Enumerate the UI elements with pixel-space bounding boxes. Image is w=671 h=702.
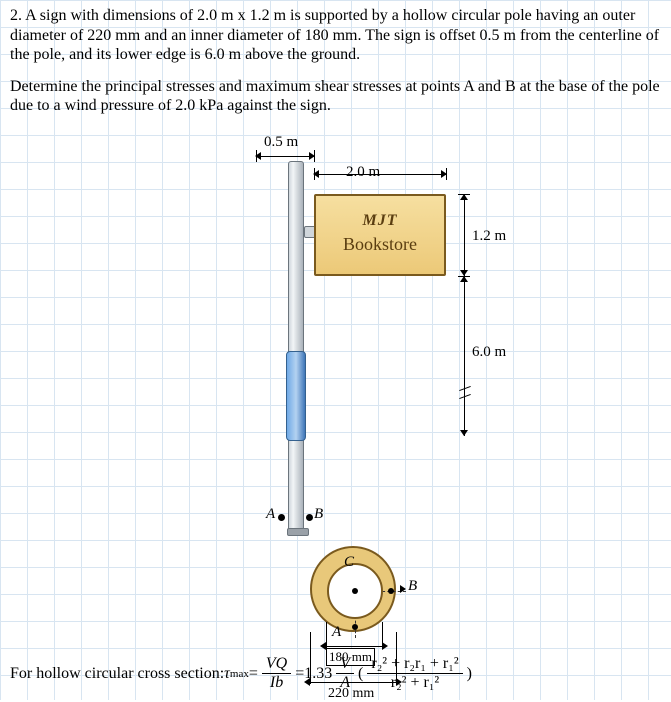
dim-6m-arrow-down (460, 430, 468, 436)
dim-180-tick-l (326, 622, 327, 648)
point-b-label: B (314, 506, 323, 523)
sign-board: MJT Bookstore (314, 194, 446, 276)
dim-2-0m-tick-left (314, 168, 315, 180)
task-paragraph: Determine the principal stresses and max… (10, 77, 661, 116)
cs-a-label: A (332, 624, 341, 641)
frac-den-ib: Ib (266, 674, 287, 692)
dim-6m-line (464, 276, 465, 436)
question-number: 2. (10, 7, 22, 24)
dim-1-2m-arrow-up (460, 194, 468, 200)
sign-height-label: 1.2 m (472, 228, 506, 245)
dim-180-tick-r (382, 622, 383, 648)
frac-num-vq: VQ (262, 655, 291, 674)
break-mark-1 (459, 386, 471, 391)
cs-center-dot (352, 588, 358, 594)
sign-subtitle: Bookstore (316, 234, 444, 255)
page-content: 2. A sign with dimensions of 2.0 m x 1.2… (0, 0, 671, 596)
sign-width-label: 2.0 m (346, 164, 380, 181)
break-mark-2 (459, 394, 471, 399)
close-paren: ) (467, 665, 472, 683)
cs-a-dot (352, 624, 358, 630)
cs-c-label: C (344, 554, 354, 571)
tau-sub: max (230, 668, 249, 680)
coeff: 1.33 (304, 665, 332, 683)
cs-dash-h (356, 591, 406, 592)
radii-den: r₂² + r₁² (387, 674, 443, 692)
frac-num-v: V (336, 655, 354, 674)
ground-height-label: 6.0 m (472, 344, 506, 361)
dim-0-5m-line (256, 156, 314, 157)
cs-b-dot (388, 588, 394, 594)
point-a-dot (278, 514, 285, 521)
open-paren: ( (358, 665, 363, 683)
dim-2-0m-tick-right (446, 168, 447, 180)
eq-1: = (249, 665, 258, 683)
frac-radii: r₂² + r₂r₁ + r₁² r₂² + r₁² (367, 655, 462, 692)
figure: 0.5 m 2.0 m MJT Bookstore 1.2 m 6.0 m (10, 126, 661, 596)
cs-b-label: B (408, 578, 417, 595)
point-a-label: A (266, 506, 275, 523)
pole (288, 161, 304, 531)
frac-v-a: V A (336, 655, 354, 692)
dim-2-0m-line (314, 174, 446, 175)
radii-num: r₂² + r₂r₁ + r₁² (367, 655, 462, 674)
dim-1-2m-line (464, 194, 465, 276)
pole-sleeve (286, 351, 306, 441)
sign-title: MJT (316, 212, 444, 230)
formula-row: For hollow circular cross section: τmax … (0, 651, 671, 700)
question-text-1: A sign with dimensions of 2.0 m x 1.2 m … (10, 7, 659, 63)
dim-180-line (326, 646, 382, 647)
question-paragraph: 2. A sign with dimensions of 2.0 m x 1.2… (10, 6, 661, 65)
dim-0-5m-tick-right (314, 150, 315, 162)
eq-2: = (295, 665, 304, 683)
cs-b-arrow (400, 585, 406, 593)
point-b-dot (306, 514, 313, 521)
dim-0-5m-tick-left (256, 150, 257, 162)
frac-vq-ib: VQ Ib (262, 655, 291, 692)
frac-den-a: A (336, 674, 354, 692)
dim-6m-arrow-up (460, 276, 468, 282)
offset-label: 0.5 m (264, 134, 298, 151)
cs-dash-v (355, 592, 356, 638)
formula-lead: For hollow circular cross section: (10, 665, 224, 683)
